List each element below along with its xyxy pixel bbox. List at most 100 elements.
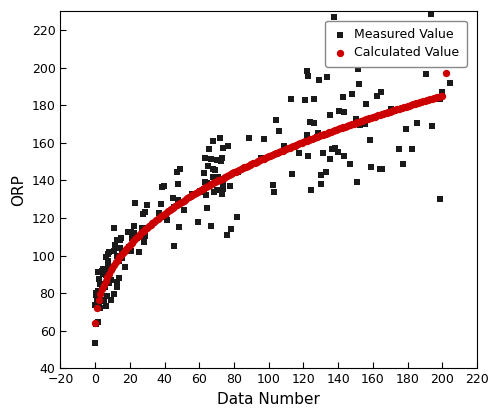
Measured Value [213,187,221,194]
Calculated Value [154,216,162,222]
Calculated Value [288,144,296,150]
Calculated Value [93,305,101,312]
Measured Value [114,275,122,282]
Calculated Value [206,182,214,189]
Calculated Value [214,177,222,184]
Calculated Value [143,224,151,231]
Measured Value [436,196,444,202]
Calculated Value [246,162,254,168]
Measured Value [108,297,116,303]
Calculated Value [430,95,438,102]
Calculated Value [105,270,113,277]
Measured Value [234,214,241,220]
Measured Value [328,145,336,152]
Measured Value [140,211,147,217]
Calculated Value [249,160,257,167]
Calculated Value [130,237,138,244]
Calculated Value [126,241,134,248]
Measured Value [172,169,180,176]
Calculated Value [396,105,404,112]
Calculated Value [332,126,340,133]
Measured Value [295,150,303,156]
Measured Value [141,209,149,215]
Measured Value [326,155,334,162]
X-axis label: Data Number: Data Number [218,392,320,407]
Measured Value [128,239,136,245]
Measured Value [110,247,118,254]
Calculated Value [251,159,259,166]
Measured Value [203,205,211,212]
Measured Value [140,238,148,245]
Measured Value [140,224,148,231]
Calculated Value [438,92,446,99]
Calculated Value [395,105,403,112]
Calculated Value [142,226,150,232]
Measured Value [131,199,139,206]
Calculated Value [150,219,158,225]
Measured Value [102,269,110,276]
Calculated Value [286,144,294,151]
Calculated Value [218,175,226,182]
Measured Value [317,172,325,179]
Measured Value [163,217,171,223]
Calculated Value [168,206,175,212]
Measured Value [408,145,416,152]
Calculated Value [160,210,168,217]
Calculated Value [367,115,375,121]
Calculated Value [386,108,394,115]
Calculated Value [432,94,440,101]
Calculated Value [138,229,146,236]
Measured Value [116,237,124,243]
Calculated Value [152,217,160,224]
Calculated Value [393,106,401,113]
Calculated Value [157,213,165,220]
Calculated Value [404,103,411,110]
Calculated Value [306,136,314,143]
Calculated Value [320,131,328,138]
Calculated Value [171,203,179,210]
Measured Value [320,150,328,156]
Measured Value [104,293,112,299]
Calculated Value [310,135,318,141]
Calculated Value [156,214,164,221]
Calculated Value [172,202,180,209]
Calculated Value [220,174,228,181]
Calculated Value [312,134,320,141]
Calculated Value [134,232,142,239]
Measured Value [118,250,126,257]
Measured Value [126,244,134,251]
Calculated Value [183,195,191,202]
Measured Value [322,169,330,176]
Measured Value [169,194,177,201]
Measured Value [340,153,348,160]
Calculated Value [128,240,136,246]
Calculated Value [314,133,322,140]
Measured Value [348,91,356,98]
Calculated Value [274,149,281,156]
Calculated Value [330,127,338,134]
Calculated Value [381,110,389,117]
Measured Value [246,134,254,141]
Calculated Value [136,231,144,237]
Measured Value [96,280,104,287]
Measured Value [256,155,264,161]
Measured Value [378,165,386,172]
Measured Value [308,136,316,143]
Calculated Value [212,178,220,185]
Measured Value [204,162,212,169]
Calculated Value [216,176,224,183]
Measured Value [143,201,151,208]
Calculated Value [317,132,325,139]
Calculated Value [308,135,316,142]
Calculated Value [444,31,452,37]
Measured Value [200,179,208,186]
Measured Value [97,298,105,305]
Measured Value [219,186,227,193]
Calculated Value [190,191,198,198]
Measured Value [174,180,182,187]
Calculated Value [390,107,398,114]
Calculated Value [232,168,239,175]
Calculated Value [211,179,219,186]
Measured Value [118,255,126,261]
Measured Value [100,284,108,291]
